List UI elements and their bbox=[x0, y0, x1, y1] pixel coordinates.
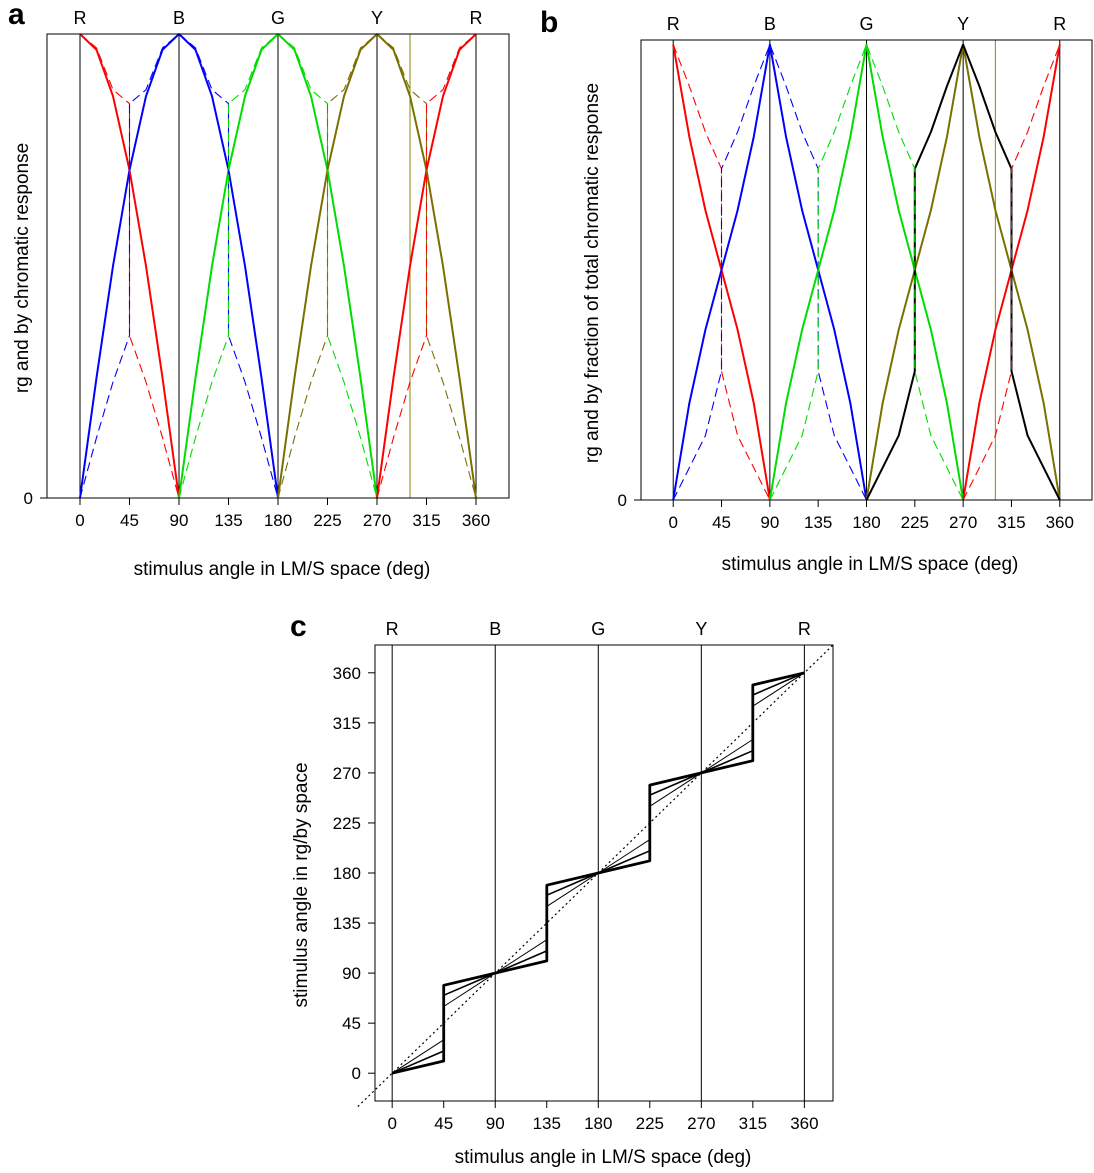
panel-b-y-ticks: 0 bbox=[618, 491, 641, 510]
panel-a-x-tick-label-0: 0 bbox=[75, 511, 84, 530]
panel-c-y-axis-title: stimulus angle in rg/by space bbox=[291, 762, 312, 1007]
panel-b-x-axis-title: stimulus angle in LM/S space (deg) bbox=[722, 554, 1019, 575]
panel-a-x-tick-label-2: 90 bbox=[170, 511, 189, 530]
panel-c-x-axis-title: stimulus angle in LM/S space (deg) bbox=[455, 1147, 752, 1168]
panel-c-y-tick-label-1: 45 bbox=[342, 1014, 361, 1033]
panel-b-x-tick-label-2: 90 bbox=[760, 513, 779, 532]
panel-b-series-2 bbox=[768, 43, 965, 501]
panel-a-x-ticks: 0 45 90 135 180 225 270 315 360 bbox=[75, 498, 490, 530]
panel-a-x-tick-label-5: 225 bbox=[313, 511, 341, 530]
panel-a-letter: a bbox=[8, 0, 25, 31]
panel-a-series-7 bbox=[178, 33, 378, 499]
panel-a: a R B G Y R 0 45 90 135 180 225 270 315 360 0 stimul… bbox=[8, 0, 510, 580]
panel-b-x-tick-label-4: 180 bbox=[852, 513, 880, 532]
panel-a-hue-label-1: B bbox=[173, 8, 185, 28]
panel-b-series-5 bbox=[865, 43, 1061, 501]
panel-a-reference-lines bbox=[79, 34, 477, 498]
panel-c-x-tick-label-6: 270 bbox=[687, 1114, 715, 1133]
panel-b-curves bbox=[672, 43, 1061, 501]
panel-b-x-ticks: 0 45 90 135 180 225 270 315 360 bbox=[668, 500, 1074, 532]
panel-b-series-9 bbox=[962, 44, 1061, 501]
panel-c-y-tick-label-3: 135 bbox=[333, 914, 361, 933]
panel-b-x-tick-label-7: 315 bbox=[997, 513, 1025, 532]
panel-a-series-8 bbox=[277, 33, 477, 499]
panel-b-x-tick-label-0: 0 bbox=[668, 513, 677, 532]
panel-c-hue-label-2: G bbox=[591, 619, 605, 639]
panel-c-series-3 bbox=[391, 671, 805, 1075]
panel-b-x-tick-label-5: 225 bbox=[901, 513, 929, 532]
panel-c: c R B G Y R 0 45 90 135 180 225 270 315 360 0 45 90 135… bbox=[290, 610, 834, 1168]
panel-a-x-tick-label-1: 45 bbox=[120, 511, 139, 530]
panel-b-series-1 bbox=[672, 43, 868, 501]
panel-c-x-tick-label-3: 135 bbox=[533, 1114, 561, 1133]
panel-c-x-tick-label-7: 315 bbox=[739, 1114, 767, 1133]
panel-c-hue-label-4: R bbox=[798, 619, 811, 639]
panel-a-x-axis-title: stimulus angle in LM/S space (deg) bbox=[134, 559, 431, 580]
panel-b-hue-label-4: R bbox=[1053, 14, 1066, 34]
panel-c-letter: c bbox=[290, 610, 307, 643]
panel-b-series-8 bbox=[769, 44, 964, 501]
panel-b-letter: b bbox=[540, 6, 558, 39]
panel-c-x-tick-label-4: 180 bbox=[584, 1114, 612, 1133]
panel-c-y-tick-label-6: 270 bbox=[333, 764, 361, 783]
panel-b-x-tick-label-3: 135 bbox=[804, 513, 832, 532]
panel-a-series-6 bbox=[79, 33, 279, 499]
panel-a-x-tick-label-4: 180 bbox=[264, 511, 292, 530]
panel-b-hue-label-0: R bbox=[667, 14, 680, 34]
panel-a-y-axis-title: rg and by chromatic response bbox=[12, 143, 33, 393]
panel-b-y-tick-label-0: 0 bbox=[618, 491, 627, 510]
panel-a-x-tick-label-8: 360 bbox=[462, 511, 490, 530]
panel-c-x-tick-label-2: 90 bbox=[486, 1114, 505, 1133]
panel-b: b R B G Y R 0 45 90 135 180 225 270 315 360 0 stimul… bbox=[540, 6, 1093, 575]
panel-b-hue-label-2: G bbox=[859, 14, 873, 34]
panel-b-hue-label-3: Y bbox=[957, 14, 969, 34]
panel-c-hue-label-1: B bbox=[489, 619, 501, 639]
panel-b-reference-lines bbox=[672, 40, 1061, 500]
panel-a-y-ticks: 0 bbox=[24, 489, 47, 508]
panel-b-series-7 bbox=[672, 44, 867, 501]
panel-b-y-axis-title: rg and by fraction of total chromatic re… bbox=[582, 83, 603, 463]
panel-a-x-tick-label-3: 135 bbox=[214, 511, 242, 530]
panel-c-x-ticks: 0 45 90 135 180 225 270 315 360 bbox=[387, 1101, 819, 1133]
panel-a-hue-label-4: R bbox=[470, 8, 483, 28]
panel-c-curves bbox=[357, 644, 834, 1108]
panel-c-y-tick-label-4: 180 bbox=[333, 864, 361, 883]
panel-c-hue-label-0: R bbox=[386, 619, 399, 639]
panel-c-x-tick-label-1: 45 bbox=[434, 1114, 453, 1133]
panel-b-hue-label-1: B bbox=[764, 14, 776, 34]
panel-a-x-tick-label-6: 270 bbox=[363, 511, 391, 530]
panel-c-hue-label-3: Y bbox=[695, 619, 707, 639]
panel-c-y-tick-label-5: 225 bbox=[333, 814, 361, 833]
panel-c-y-tick-label-7: 315 bbox=[333, 714, 361, 733]
panel-a-y-tick-label-0: 0 bbox=[24, 489, 33, 508]
panel-c-y-ticks: 0 45 90 135 180 225 270 315 360 bbox=[333, 664, 375, 1083]
panel-a-hue-label-3: Y bbox=[371, 8, 383, 28]
panel-a-hue-label-2: G bbox=[271, 8, 285, 28]
panel-c-series-0 bbox=[357, 644, 834, 1108]
panel-a-series-9 bbox=[376, 33, 477, 499]
panel-b-x-tick-label-8: 360 bbox=[1046, 513, 1074, 532]
panel-c-x-tick-label-8: 360 bbox=[790, 1114, 818, 1133]
panel-c-x-tick-label-5: 225 bbox=[636, 1114, 664, 1133]
panel-c-y-tick-label-8: 360 bbox=[333, 664, 361, 683]
panel-b-x-tick-label-6: 270 bbox=[949, 513, 977, 532]
panel-c-y-tick-label-0: 0 bbox=[352, 1064, 361, 1083]
panel-a-x-tick-label-7: 315 bbox=[412, 511, 440, 530]
panel-b-x-tick-label-1: 45 bbox=[712, 513, 731, 532]
panel-a-hue-label-0: R bbox=[74, 8, 87, 28]
panel-c-x-tick-label-0: 0 bbox=[387, 1114, 396, 1133]
panel-c-y-tick-label-2: 90 bbox=[342, 964, 361, 983]
